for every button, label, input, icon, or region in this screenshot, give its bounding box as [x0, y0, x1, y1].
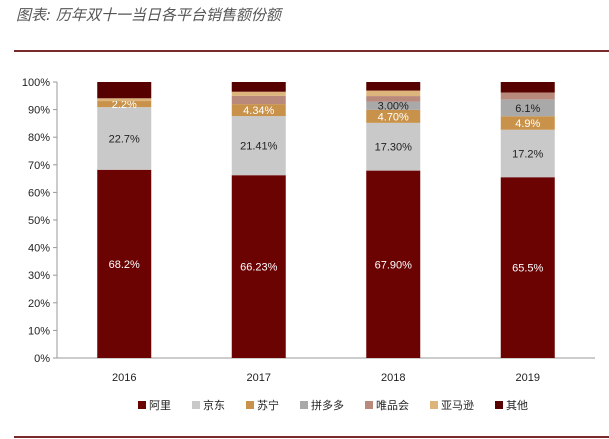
legend-label: 京东	[203, 398, 225, 412]
legend-swatch	[495, 401, 503, 409]
x-tick-label: 2016	[112, 372, 136, 384]
bar-segment-苏宁-2016	[97, 101, 152, 108]
data-label: 2.2%	[112, 99, 137, 111]
y-tick-label: 0%	[34, 353, 50, 365]
bar-segment-阿里-2018	[366, 170, 421, 358]
legend-label: 拼多多	[311, 398, 344, 412]
bar-segment-京东-2017	[231, 116, 286, 176]
legend-swatch	[138, 401, 146, 409]
legend-swatch	[365, 401, 373, 409]
y-tick-label: 40%	[28, 243, 50, 255]
legend-label: 苏宁	[257, 398, 279, 412]
bar-segment-苏宁-2018	[366, 109, 421, 123]
data-label: 6.1%	[515, 103, 540, 115]
bar-segment-其他-2017	[231, 82, 286, 92]
title-divider	[14, 50, 609, 52]
data-label: 3.00%	[378, 101, 409, 113]
data-label: 4.70%	[378, 111, 409, 123]
bar-segment-京东-2018	[366, 122, 421, 171]
x-tick-label: 2019	[516, 372, 540, 384]
data-label: 4.9%	[515, 118, 540, 130]
bar-segment-拼多多-2019	[500, 99, 555, 117]
legend-label: 唯品会	[376, 399, 409, 412]
bar-segment-亚马逊-2017	[231, 91, 286, 96]
bar-segment-唯品会-2018	[366, 96, 421, 102]
legend-swatch	[300, 401, 308, 409]
bar-segment-唯品会-2019	[500, 92, 555, 100]
bar-segment-其他-2019	[500, 82, 555, 93]
y-tick-label: 50%	[28, 215, 50, 227]
data-label: 21.41%	[240, 141, 278, 153]
bar-segment-拼多多-2018	[366, 101, 421, 110]
legend-swatch	[192, 401, 200, 409]
data-label: 66.23%	[240, 262, 278, 274]
chart-title: 图表: 历年双十一当日各平台销售额份额	[16, 6, 281, 24]
legend-label: 其他	[506, 399, 528, 412]
data-label: 67.90%	[375, 259, 413, 271]
y-tick-label: 60%	[28, 187, 50, 199]
bar-segment-苏宁-2019	[500, 116, 555, 130]
legend-label: 亚马逊	[441, 399, 474, 412]
y-tick-label: 100%	[22, 77, 50, 89]
data-label: 17.30%	[375, 142, 413, 154]
data-label: 68.2%	[109, 259, 140, 271]
y-tick-label: 80%	[28, 132, 50, 144]
bar-segment-阿里-2016	[97, 169, 152, 358]
bar-segment-阿里-2019	[500, 177, 555, 358]
y-tick-label: 20%	[28, 298, 50, 310]
bar-segment-苏宁-2017	[231, 104, 286, 117]
legend-label: 阿里	[149, 399, 171, 412]
bar-segment-唯品会-2017	[231, 95, 286, 105]
data-label: 4.34%	[243, 105, 274, 117]
bottom-divider	[14, 436, 609, 438]
y-tick-label: 90%	[28, 105, 50, 117]
x-tick-label: 2017	[247, 372, 271, 384]
data-label: 17.2%	[512, 148, 543, 160]
bar-segment-京东-2019	[500, 129, 555, 178]
y-tick-label: 10%	[28, 325, 50, 337]
bar-segment-阿里-2017	[231, 175, 286, 358]
y-tick-label: 30%	[28, 270, 50, 282]
x-tick-label: 2018	[381, 372, 405, 384]
data-label: 22.7%	[109, 133, 140, 145]
data-label: 65.5%	[512, 263, 543, 275]
bar-segment-亚马逊-2016	[97, 98, 152, 102]
y-tick-label: 70%	[28, 160, 50, 172]
bar-segment-京东-2016	[97, 107, 152, 170]
bar-segment-其他-2018	[366, 82, 421, 91]
bar-segment-亚马逊-2018	[366, 90, 421, 97]
bar-segment-其他-2016	[97, 82, 152, 99]
legend-swatch	[430, 401, 438, 409]
legend-swatch	[246, 401, 254, 409]
